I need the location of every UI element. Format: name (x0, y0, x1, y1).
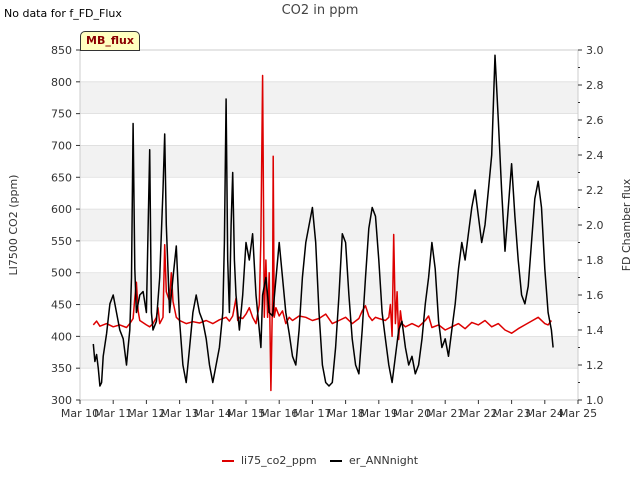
y2-tick-label: 2.6 (586, 114, 604, 127)
y2-tick-label: 1.4 (586, 324, 604, 337)
grid-band (80, 240, 578, 273)
chart-title: CO2 in ppm (281, 3, 359, 18)
grid-band (80, 145, 578, 178)
x-tick-label: Mar 20 (393, 407, 431, 420)
grid-band (80, 368, 578, 400)
y2-tick-label: 1.6 (586, 289, 604, 302)
x-tick-label: Mar 21 (426, 407, 464, 420)
grid-band (80, 50, 578, 82)
grid-band (80, 272, 578, 305)
x-tick-label: Mar 24 (526, 407, 564, 420)
mb-flux-badge: MB_flux (80, 31, 140, 51)
x-tick-label: Mar 10 (61, 407, 99, 420)
x-tick-label: Mar 17 (293, 407, 331, 420)
x-tick-label: Mar 25 (559, 407, 597, 420)
y-tick-label: 700 (51, 139, 72, 152)
left-axis-ticks: 300 350 400 450 500 550 600 650 700 750 800 850 (51, 44, 80, 407)
x-tick-label: Mar 12 (127, 407, 165, 420)
plot-area (92, 54, 554, 392)
y2-tick-label: 1.0 (586, 394, 604, 407)
y2-tick-label: 2.8 (586, 79, 604, 92)
y2-tick-label: 2.4 (586, 149, 604, 162)
right-axis-label: FD Chamber flux (620, 178, 633, 271)
y-tick-label: 600 (51, 203, 72, 216)
grid-band (80, 81, 578, 114)
y-tick-label: 550 (51, 235, 72, 248)
grid-band (80, 209, 578, 241)
y-tick-label: 850 (51, 44, 72, 57)
x-tick-label: Mar 11 (94, 407, 132, 420)
y-tick-label: 350 (51, 362, 72, 375)
left-axis-label: LI7500 CO2 (ppm) (7, 175, 20, 276)
grid-band (80, 113, 578, 146)
y2-tick-label: 2.0 (586, 219, 604, 232)
x-tick-label: Mar 23 (492, 407, 530, 420)
y2-tick-label: 1.8 (586, 254, 604, 267)
y2-tick-label: 3.0 (586, 44, 604, 57)
series-line-li75_co2_ppm (92, 74, 553, 392)
x-tick-label: Mar 19 (360, 407, 398, 420)
y-tick-label: 750 (51, 108, 72, 121)
grid-band (80, 177, 578, 210)
legend-label-li75_co2_ppm: li75_co2_ppm (241, 454, 317, 467)
grid-band (80, 336, 578, 369)
y-tick-label: 800 (51, 76, 72, 89)
background-bands (79, 49, 579, 401)
right-axis-ticks: 1.0 1.2 1.4 1.6 1.8 2.0 2.2 2.4 2.6 2.8 3.0 (578, 44, 604, 407)
x-tick-label: Mar 13 (160, 407, 198, 420)
x-tick-label: Mar 18 (326, 407, 364, 420)
y2-tick-label: 2.2 (586, 184, 604, 197)
y-tick-label: 500 (51, 267, 72, 280)
series-line-er_ANNnight (92, 54, 554, 387)
y-tick-label: 400 (51, 330, 72, 343)
x-tick-label: Mar 22 (459, 407, 497, 420)
y-tick-label: 300 (51, 394, 72, 407)
y-tick-label: 650 (51, 171, 72, 184)
no-data-note: No data for f_FD_Flux (4, 7, 122, 20)
y-tick-label: 450 (51, 299, 72, 312)
x-tick-label: Mar 14 (194, 407, 232, 420)
x-tick-label: Mar 16 (260, 407, 298, 420)
y2-tick-label: 1.2 (586, 359, 604, 372)
legend-label-er_ANNnight: er_ANNnight (349, 454, 419, 467)
legend: li75_co2_ppm er_ANNnight (222, 454, 419, 467)
x-tick-label: Mar 15 (227, 407, 265, 420)
